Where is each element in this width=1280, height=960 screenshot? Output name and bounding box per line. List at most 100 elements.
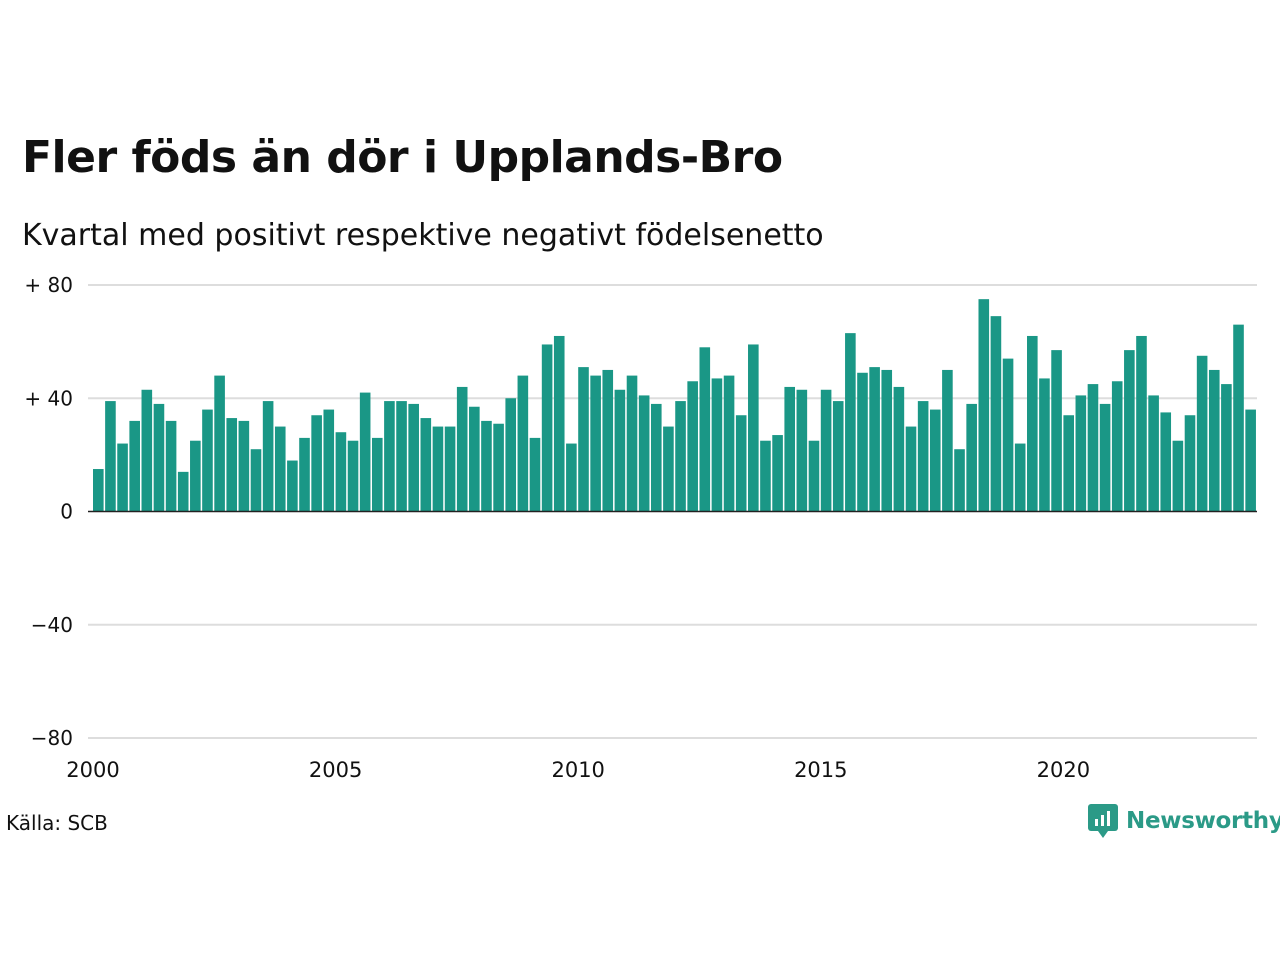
bar	[1172, 440, 1184, 512]
x-tick-label: 2010	[551, 758, 604, 782]
bar	[1160, 412, 1172, 512]
bar	[202, 409, 213, 512]
bar	[469, 406, 480, 512]
bar	[1087, 384, 1099, 512]
bar	[663, 426, 674, 512]
bar	[105, 401, 116, 512]
bar	[493, 423, 504, 512]
bar	[262, 401, 274, 512]
bar	[274, 426, 286, 512]
x-tick-label: 2005	[309, 758, 362, 782]
bar	[905, 426, 917, 512]
bar	[238, 420, 250, 512]
bar	[723, 375, 735, 512]
bar	[323, 409, 335, 512]
bar	[954, 449, 965, 512]
bar	[893, 386, 905, 512]
bar	[578, 367, 589, 512]
brand-logo[interactable]: Newsworthy	[1088, 804, 1280, 838]
bar	[444, 426, 456, 512]
bar	[311, 415, 322, 512]
bar	[420, 418, 432, 512]
bar	[614, 389, 626, 512]
bar	[1027, 335, 1038, 512]
bar	[1075, 395, 1087, 512]
bar	[772, 435, 783, 512]
source-label: Källa: SCB	[6, 811, 108, 835]
bar	[602, 369, 614, 512]
bar	[359, 392, 371, 512]
bar	[699, 347, 711, 512]
bar	[796, 389, 808, 512]
bar	[990, 316, 1002, 512]
x-tick-label: 2000	[66, 758, 119, 782]
y-tick-label: + 80	[24, 273, 73, 297]
bar	[1002, 358, 1014, 512]
bar	[214, 375, 225, 512]
bar	[1039, 378, 1050, 512]
bar	[820, 389, 832, 512]
bar	[869, 367, 880, 512]
y-tick-label: −80	[31, 726, 73, 750]
bar	[384, 401, 395, 512]
bar	[1063, 415, 1074, 512]
bar	[456, 386, 468, 512]
bar	[1196, 355, 1208, 512]
bar	[784, 386, 796, 512]
bar	[626, 375, 638, 512]
bar	[942, 369, 953, 512]
bar	[675, 401, 686, 512]
bar	[1099, 403, 1111, 512]
bar	[760, 440, 771, 512]
bar	[1221, 384, 1232, 512]
bar	[287, 460, 298, 512]
bar	[1148, 395, 1159, 512]
bar	[832, 401, 844, 512]
bar	[917, 401, 929, 512]
newsworthy-logo-icon	[1088, 804, 1118, 838]
bar	[566, 443, 577, 512]
bar	[808, 440, 820, 512]
chart-subtitle: Kvartal med positivt respektive negativt…	[22, 218, 824, 253]
bar	[347, 440, 359, 512]
bar	[517, 375, 529, 512]
bar	[177, 471, 189, 512]
bar	[687, 381, 698, 512]
chart-title: Fler föds än dör i Upplands-Bro	[22, 132, 783, 183]
bar	[299, 437, 310, 512]
bar	[226, 418, 238, 512]
bar	[638, 395, 650, 512]
bar	[1184, 415, 1196, 512]
y-tick-label: + 40	[24, 386, 73, 410]
bar	[735, 415, 747, 512]
bar	[650, 403, 662, 512]
bar	[711, 378, 723, 512]
bar	[1245, 409, 1256, 512]
bar	[93, 469, 104, 512]
x-tick-label: 2020	[1037, 758, 1090, 782]
bar	[541, 344, 553, 512]
bar	[117, 443, 128, 512]
bar	[1111, 381, 1123, 512]
bar	[432, 426, 444, 512]
bar	[1051, 350, 1062, 512]
bar	[881, 369, 893, 512]
bar	[190, 440, 201, 512]
bar	[553, 335, 565, 512]
bar	[481, 420, 492, 512]
bar	[1208, 369, 1220, 512]
bar	[978, 299, 990, 512]
bar	[845, 333, 856, 512]
brand-name: Newsworthy	[1126, 808, 1280, 834]
bar	[929, 409, 941, 512]
bar	[857, 372, 868, 512]
bar	[966, 403, 977, 512]
bar	[590, 375, 601, 512]
bar	[335, 432, 347, 512]
bar	[408, 403, 419, 512]
bar	[1014, 443, 1026, 512]
bar	[165, 420, 177, 512]
bar	[141, 389, 153, 512]
x-tick-label: 2015	[794, 758, 847, 782]
bar	[396, 401, 407, 512]
